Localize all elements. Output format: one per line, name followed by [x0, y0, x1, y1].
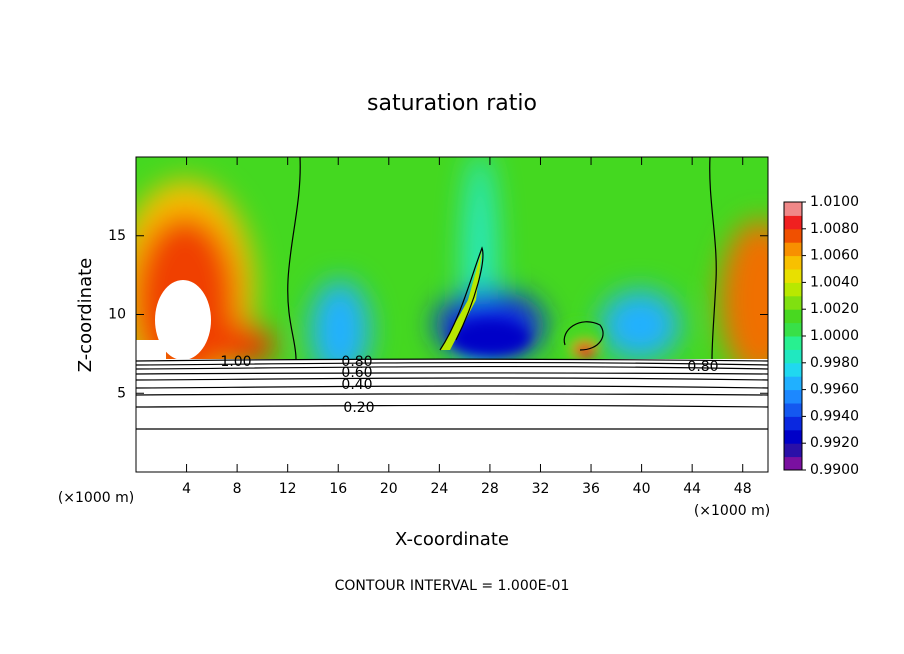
contour-label: 0.80	[341, 354, 372, 370]
contour-label: 1.00	[220, 354, 251, 370]
chart-title: saturation ratio	[367, 91, 537, 116]
x-tick-label: 40	[633, 481, 651, 497]
x-tick-label: 24	[430, 481, 448, 497]
x-tick-label: 20	[380, 481, 398, 497]
colorbar-band	[784, 255, 802, 270]
x-tick-label: 4	[182, 481, 191, 497]
y-tick-label: 5	[117, 385, 126, 401]
colorbar-band	[784, 403, 802, 417]
colorbar-tick-label: 1.0100	[810, 194, 859, 210]
y-axis-label: Z-coordinate	[75, 258, 96, 373]
colorbar-band	[784, 202, 802, 216]
x-tick-label: 28	[481, 481, 499, 497]
colorbar-tick-label: 1.0000	[810, 328, 859, 344]
x-tick-label: 48	[734, 481, 752, 497]
x-tick-label: 32	[532, 481, 550, 497]
colorbar-band	[784, 282, 802, 297]
colorbar-band	[784, 322, 802, 337]
y-tick-label: 15	[108, 228, 126, 244]
colorbar-band	[784, 429, 802, 444]
colorbar-band	[784, 295, 802, 310]
colorbar-band	[784, 242, 802, 257]
colorbar-band	[784, 336, 802, 350]
x-axis-label: X-coordinate	[395, 529, 509, 550]
colorbar-tick-label: 1.0020	[810, 301, 859, 317]
x-tick-label: 44	[683, 481, 701, 497]
colorbar-band	[784, 269, 802, 283]
colorbar-tick-label: 0.9960	[810, 382, 859, 398]
colorbar-band	[784, 456, 802, 471]
contour-label: 0.80	[687, 359, 718, 375]
contour-label: 0.40	[341, 377, 372, 393]
colorbar-band	[784, 349, 802, 364]
colorbar-band	[784, 376, 802, 391]
contour-label: 0.20	[343, 400, 374, 416]
colorbar-band	[784, 228, 802, 243]
colorbar-band	[784, 389, 802, 404]
contour-labels: 1.00 0.80 0.60 0.40 0.20 0.80	[220, 354, 718, 416]
colorbar-tick-label: 0.9920	[810, 435, 859, 451]
y-unit: (×1000 m)	[58, 490, 134, 506]
field	[136, 157, 768, 472]
colorbar-tick-label: 1.0060	[810, 248, 859, 264]
colorbar-tick-label: 1.0040	[810, 274, 859, 290]
colorbar-band	[784, 309, 802, 324]
colorbar-tick-label: 0.9940	[810, 408, 859, 424]
colorbar-band	[784, 362, 802, 377]
footer: CONTOUR INTERVAL = 1.000E-01	[335, 578, 570, 594]
colorbar-tick-label: 0.9900	[810, 462, 859, 478]
x-tick-label: 16	[329, 481, 347, 497]
x-tick-label: 8	[233, 481, 242, 497]
colorbar-band	[784, 416, 802, 431]
colorbar-tick-label: 0.9980	[810, 355, 859, 371]
x-unit: (×1000 m)	[694, 503, 770, 519]
y-tick-label: 10	[108, 307, 126, 323]
colorbar-band	[784, 443, 802, 458]
colorbar-tick-label: 1.0080	[810, 221, 859, 237]
x-tick-label: 12	[279, 481, 297, 497]
x-tick-label: 36	[582, 481, 600, 497]
contour-label: 0.60	[341, 365, 372, 381]
colorbar-band	[784, 215, 802, 230]
